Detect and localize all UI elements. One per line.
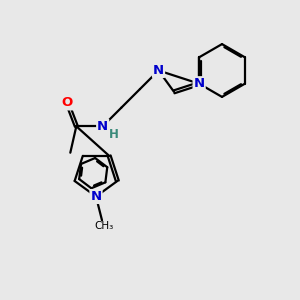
Text: N: N — [90, 190, 102, 203]
Text: CH₃: CH₃ — [95, 221, 114, 231]
Text: O: O — [62, 96, 73, 110]
Text: N: N — [153, 64, 164, 77]
Text: N: N — [97, 120, 108, 133]
Text: N: N — [194, 77, 205, 90]
Text: H: H — [109, 128, 119, 141]
